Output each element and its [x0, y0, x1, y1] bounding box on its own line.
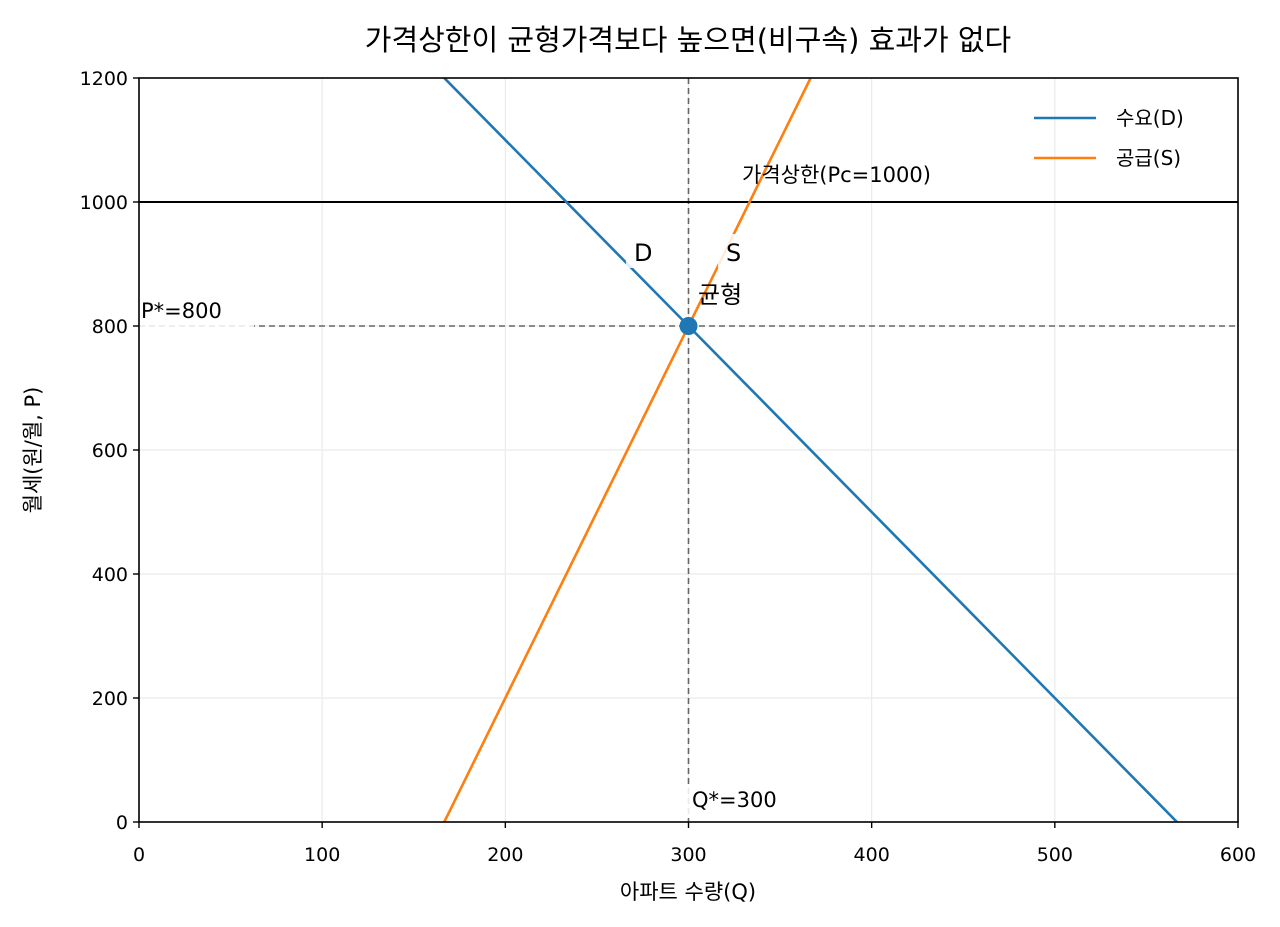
y-tick-label: 0 [116, 812, 128, 834]
x-tick-label: 300 [670, 844, 706, 866]
price-ceiling-label: 가격상한(Pc=1000) [742, 163, 931, 187]
chart-title: 가격상한이 균형가격보다 높으면(비구속) 효과가 없다 [365, 23, 1011, 57]
supply-curve-label-box [718, 234, 754, 268]
y-tick-label: 200 [92, 688, 128, 710]
y-tick-label: 1000 [80, 192, 128, 214]
demand-curve-label: D [634, 239, 652, 267]
x-axis: 0 100 200 300 400 500 600 [133, 822, 1256, 866]
x-tick-label: 600 [1220, 844, 1256, 866]
q-star-label: Q*=300 [692, 788, 777, 812]
legend: 수요(D) 공급(S) [1034, 106, 1184, 170]
y-tick-label: 1200 [80, 68, 128, 90]
legend-label: 공급(S) [1116, 146, 1181, 170]
label-boxes [128, 234, 806, 818]
equilibrium-label: 균형 [698, 281, 742, 309]
y-tick-label: 400 [92, 564, 128, 586]
supply-curve-label: S [726, 239, 741, 267]
y-axis: 0 200 400 600 800 1000 1200 [80, 68, 139, 834]
y-tick-label: 600 [92, 440, 128, 462]
demand-curve-label-box [626, 234, 662, 268]
x-tick-label: 0 [133, 844, 145, 866]
x-tick-label: 500 [1037, 844, 1073, 866]
p-star-label-box [128, 294, 254, 328]
p-star-label: P*=800 [141, 299, 222, 323]
y-tick-label: 800 [92, 316, 128, 338]
equilibrium-point [679, 317, 698, 335]
q-star-label-box [686, 784, 806, 818]
legend-label: 수요(D) [1116, 106, 1184, 130]
x-axis-label: 아파트 수량(Q) [620, 880, 756, 904]
reference-lines [139, 78, 1238, 822]
series-lines [442, 78, 1178, 822]
x-tick-label: 200 [487, 844, 523, 866]
demand-curve [442, 78, 1178, 822]
x-tick-label: 400 [854, 844, 890, 866]
y-axis-label: 월세(원/월, P) [21, 387, 45, 514]
supply-curve [443, 78, 812, 822]
x-tick-label: 100 [304, 844, 340, 866]
